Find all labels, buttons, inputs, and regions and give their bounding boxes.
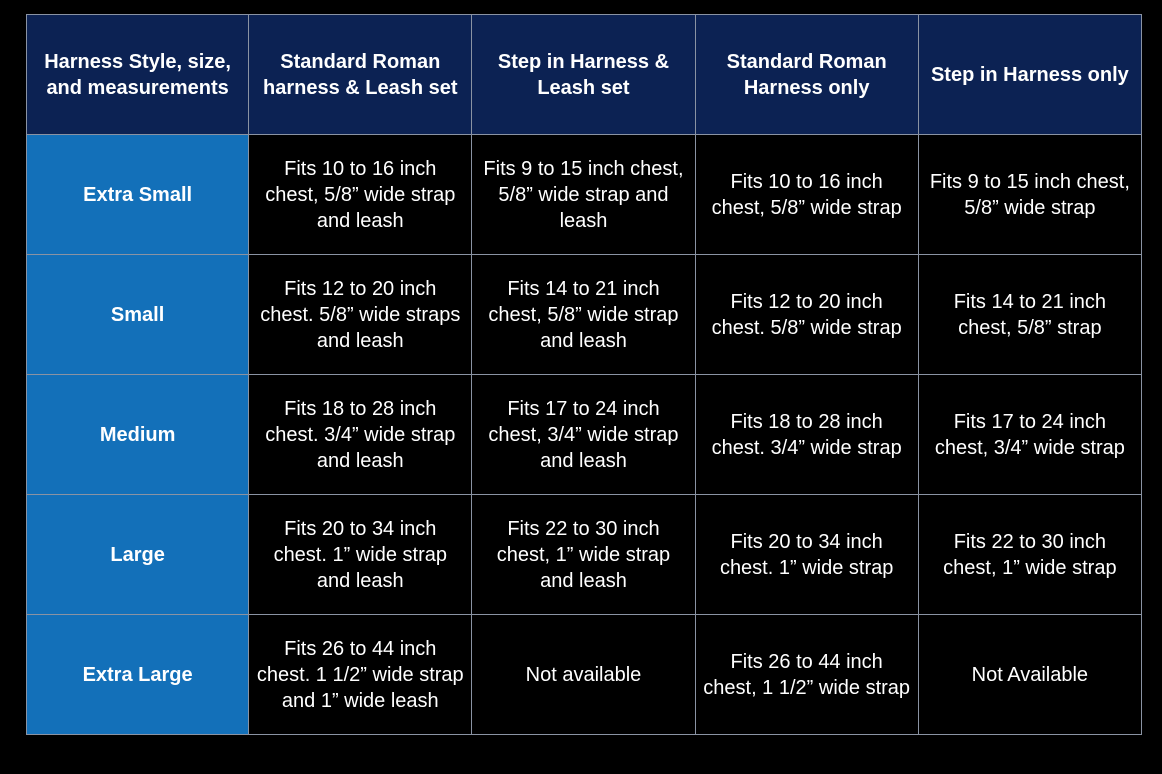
- table-cell: Fits 22 to 30 inch chest, 1” wide strap …: [471, 494, 696, 615]
- header-row: Harness Style, size, and measurements St…: [25, 14, 1143, 135]
- size-label-cell: Extra Small: [25, 134, 250, 255]
- table-cell: Fits 12 to 20 inch chest. 5/8” wide stra…: [694, 254, 919, 375]
- table-cell: Fits 17 to 24 inch chest, 3/4” wide stra…: [471, 374, 696, 495]
- table-cell: Fits 26 to 44 inch chest. 1 1/2” wide st…: [248, 614, 473, 735]
- table-cell: Fits 10 to 16 inch chest, 5/8” wide stra…: [248, 134, 473, 255]
- size-label-cell: Large: [25, 494, 250, 615]
- table-cell: Fits 22 to 30 inch chest, 1” wide strap: [917, 494, 1143, 615]
- table-cell: Fits 12 to 20 inch chest. 5/8” wide stra…: [248, 254, 473, 375]
- header-cell: Step in Harness & Leash set: [471, 14, 696, 135]
- table-cell: Fits 26 to 44 inch chest, 1 1/2” wide st…: [694, 614, 919, 735]
- header-cell: Harness Style, size, and measurements: [25, 14, 250, 135]
- table-row: Medium Fits 18 to 28 inch chest. 3/4” wid…: [25, 374, 1143, 495]
- table-cell: Fits 9 to 15 inch chest, 5/8” wide strap: [917, 134, 1143, 255]
- size-label-cell: Extra Large: [25, 614, 250, 735]
- table-row: Extra Large Fits 26 to 44 inch chest. 1 1…: [25, 614, 1143, 735]
- table-cell: Fits 17 to 24 inch chest, 3/4” wide stra…: [917, 374, 1143, 495]
- table-cell: Fits 10 to 16 inch chest, 5/8” wide stra…: [694, 134, 919, 255]
- table-cell: Fits 20 to 34 inch chest. 1” wide strap …: [248, 494, 473, 615]
- header-cell: Step in Harness only: [917, 14, 1143, 135]
- table-cell: Fits 9 to 15 inch chest, 5/8” wide strap…: [471, 134, 696, 255]
- table-cell: Fits 14 to 21 inch chest, 5/8” strap: [917, 254, 1143, 375]
- size-label-cell: Medium: [25, 374, 250, 495]
- header-cell: Standard Roman Harness only: [694, 14, 919, 135]
- table-cell: Fits 20 to 34 inch chest. 1” wide strap: [694, 494, 919, 615]
- table-cell: Not available: [471, 614, 696, 735]
- table-cell: Fits 14 to 21 inch chest, 5/8” wide stra…: [471, 254, 696, 375]
- table-row: Extra Small Fits 10 to 16 inch chest, 5/8…: [25, 134, 1143, 255]
- header-cell: Standard Roman harness & Leash set: [248, 14, 473, 135]
- table-cell: Not Available: [917, 614, 1143, 735]
- table-row: Small Fits 12 to 20 inch chest. 5/8” wide…: [25, 254, 1143, 375]
- harness-size-table: Harness Style, size, and measurements St…: [25, 14, 1143, 735]
- table-cell: Fits 18 to 28 inch chest. 3/4” wide stra…: [248, 374, 473, 495]
- size-label-cell: Small: [25, 254, 250, 375]
- table-cell: Fits 18 to 28 inch chest. 3/4” wide stra…: [694, 374, 919, 495]
- table-row: Large Fits 20 to 34 inch chest. 1” wide s…: [25, 494, 1143, 615]
